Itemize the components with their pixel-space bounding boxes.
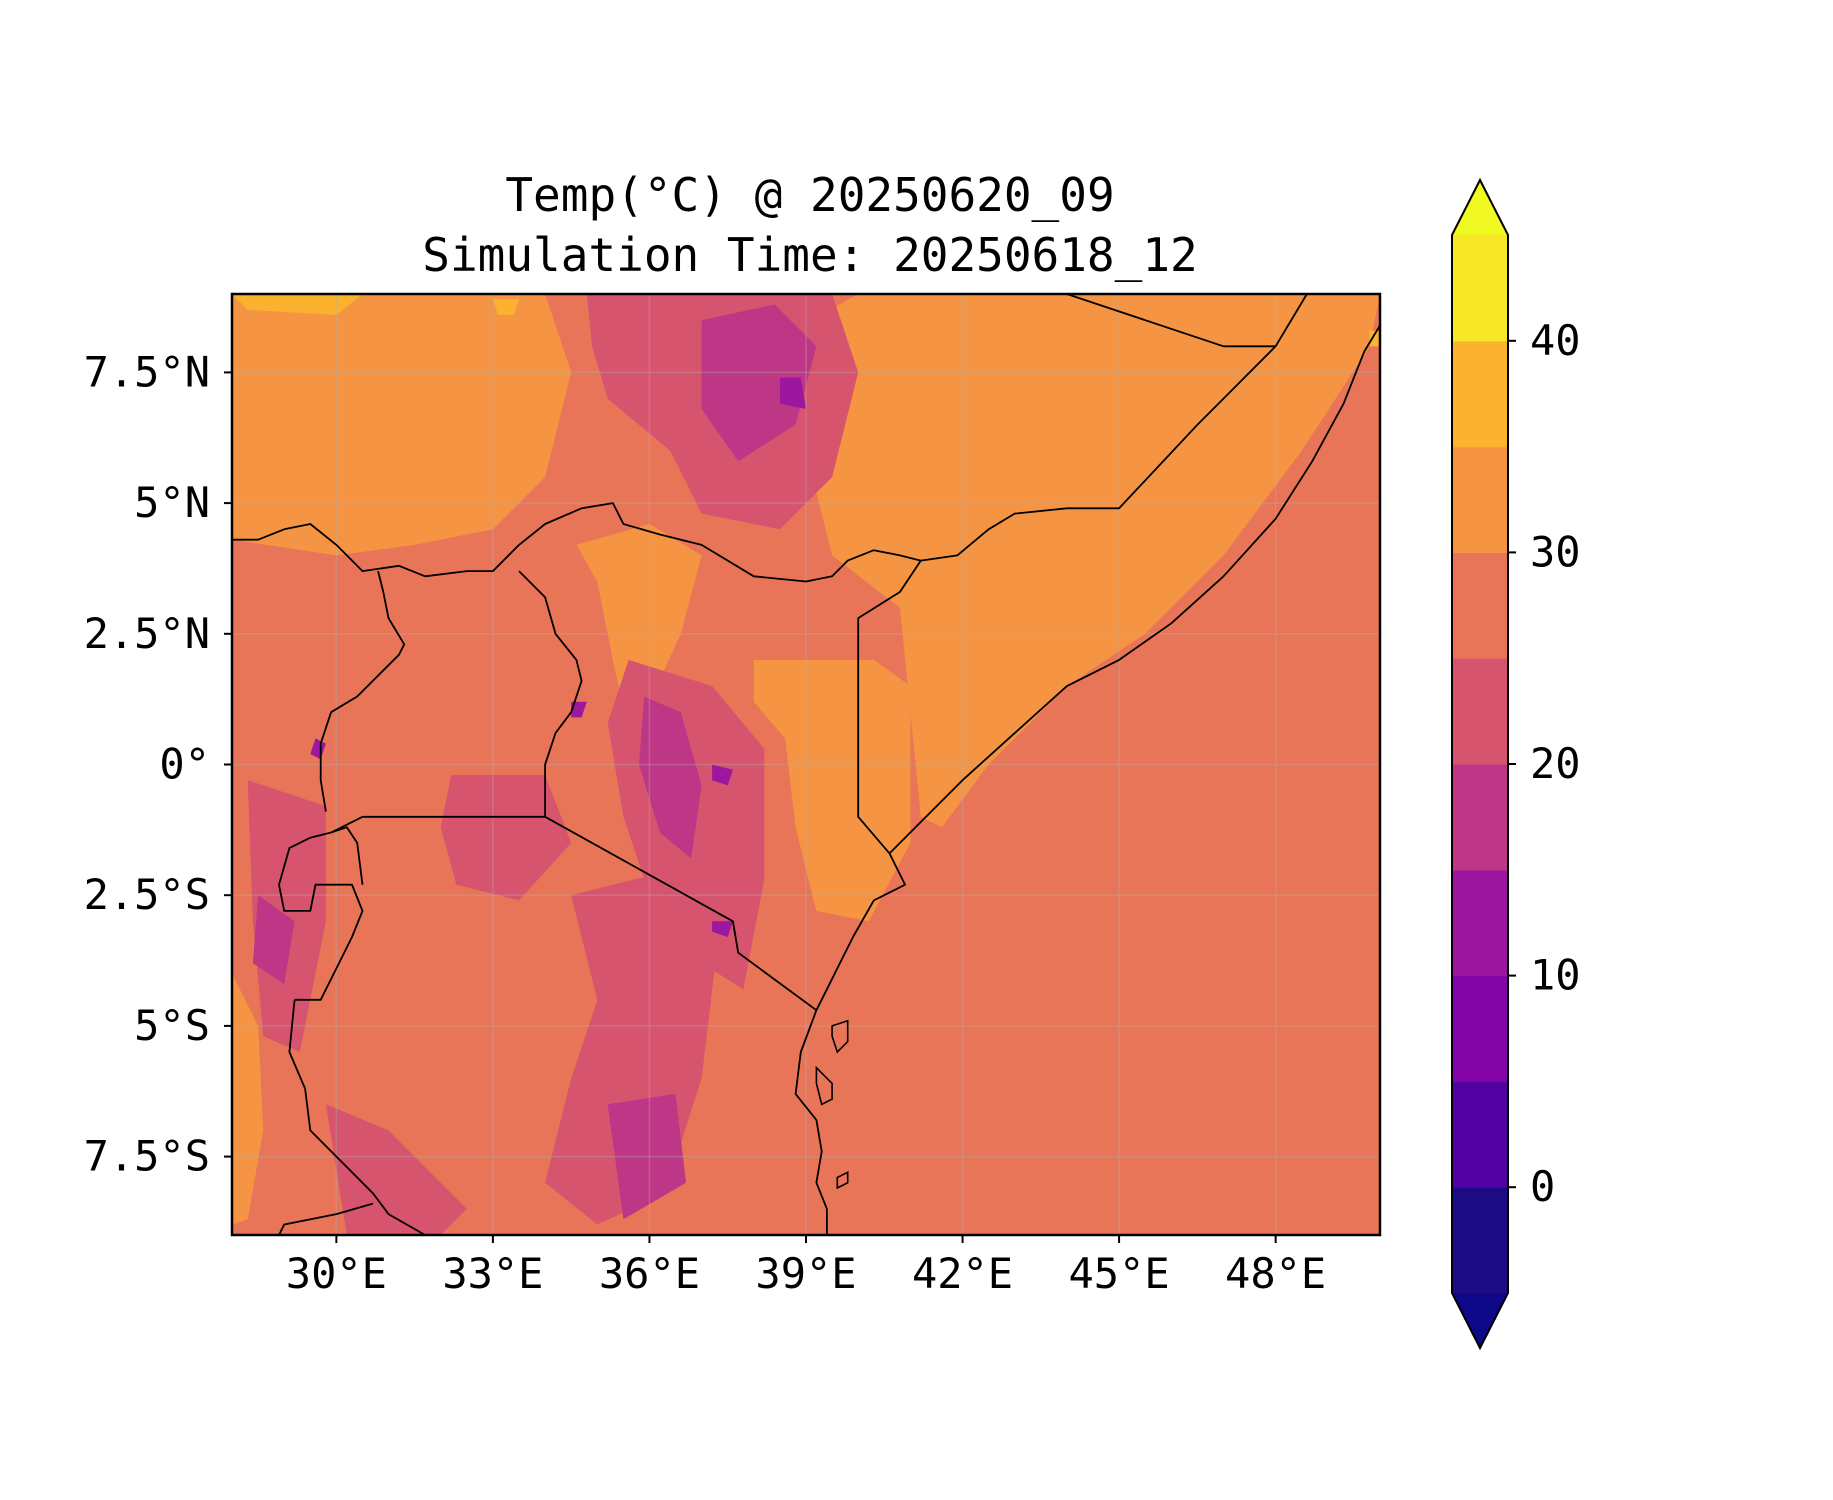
x-axis-ticks: 30°E 33°E 36°E 39°E 42°E 45°E 48°E [286, 1235, 1326, 1298]
y-tick-label: 0° [159, 740, 210, 789]
field-region-15-20 [252, 895, 295, 985]
title-line-2: Simulation Time: 20250618_12 [422, 228, 1198, 282]
field-region-30-35 [753, 659, 911, 922]
x-tick-label: 45°E [1069, 1249, 1170, 1298]
field-region-35-40 [492, 299, 519, 315]
field-region-30-35 [232, 973, 264, 1225]
colorbar-band [1452, 975, 1508, 1082]
colorbar-band [1452, 340, 1508, 448]
island-outline [815, 1065, 833, 1106]
colorbar-tick-label: 30 [1530, 527, 1581, 576]
colorbar-tick-label: 0 [1530, 1162, 1555, 1211]
field-region-10-15 [712, 921, 733, 937]
colorbar-band [1452, 764, 1508, 871]
colorbar-tick-label: 10 [1530, 951, 1581, 1000]
colorbar-band [1452, 869, 1508, 977]
y-tick-label: 2.5°S [84, 870, 210, 919]
border-line [1066, 294, 1276, 348]
country-borders [232, 294, 1380, 1235]
y-tick-label: 7.5°S [84, 1132, 210, 1181]
colorbar: 0 10 20 30 40 [1451, 177, 1581, 1351]
colorbar-over-arrow [1452, 180, 1508, 235]
border-line [857, 560, 922, 854]
x-tick-label: 39°E [755, 1249, 856, 1298]
border-line [288, 999, 426, 1235]
y-tick-label: 5°S [134, 1001, 210, 1050]
field-region-10-15 [779, 377, 806, 409]
field-region-20-25 [440, 775, 572, 901]
title-line-1: Temp(°C) @ 20250620_09 [505, 168, 1115, 222]
field-region-10-15 [310, 738, 326, 760]
border-line [232, 502, 922, 583]
field-region-15-20 [607, 1093, 686, 1220]
colorbar-outline [1451, 177, 1509, 1351]
border-line [518, 570, 583, 817]
colorbar-band [1452, 1081, 1508, 1188]
border-line [278, 831, 364, 1001]
x-tick-label: 33°E [442, 1249, 543, 1298]
border-line [794, 852, 906, 1235]
field-region-20-25 [325, 1104, 467, 1235]
y-tick-label: 7.5°N [84, 347, 210, 396]
colorbar-tick-label: 40 [1530, 316, 1581, 365]
field-region-15-20 [701, 304, 817, 462]
x-tick-label: 42°E [912, 1249, 1013, 1298]
field-region-35-40 [232, 294, 363, 315]
y-tick-label: 5°N [134, 478, 210, 527]
x-tick-label: 48°E [1225, 1249, 1326, 1298]
gridlines [232, 294, 1380, 1235]
colorbar-under-arrow [1452, 1293, 1508, 1348]
colorbar-band [1452, 235, 1508, 342]
border-line [319, 570, 406, 812]
y-axis-ticks: 7.5°N 5°N 2.5°N 0° 2.5°S 5°S 7.5°S [84, 347, 232, 1181]
field-region-30-35 [576, 524, 702, 734]
field-region-30-35 [764, 294, 1380, 828]
field-region-15-20 [639, 696, 702, 859]
temperature-field [232, 294, 1380, 1235]
colorbar-band [1452, 1187, 1508, 1294]
border-line [888, 324, 1380, 855]
colorbar-tick-label: 20 [1530, 739, 1581, 788]
field-region-10-15 [571, 701, 587, 718]
colorbar-band [1452, 446, 1508, 553]
border-line [544, 816, 817, 1011]
field-region-10-15 [712, 764, 733, 786]
x-tick-label: 36°E [599, 1249, 700, 1298]
field-region-30-35 [232, 294, 572, 556]
island-outline [831, 1019, 849, 1054]
border-line [330, 815, 546, 834]
border-line [920, 294, 1308, 562]
border-line [278, 1202, 374, 1235]
border-line [330, 826, 364, 885]
field-region-35-40 [1369, 330, 1380, 347]
colorbar-band [1452, 552, 1508, 659]
colorbar-band [1452, 658, 1508, 765]
island-outline [836, 1171, 849, 1190]
x-tick-label: 30°E [286, 1249, 387, 1298]
y-tick-label: 2.5°N [84, 609, 210, 658]
